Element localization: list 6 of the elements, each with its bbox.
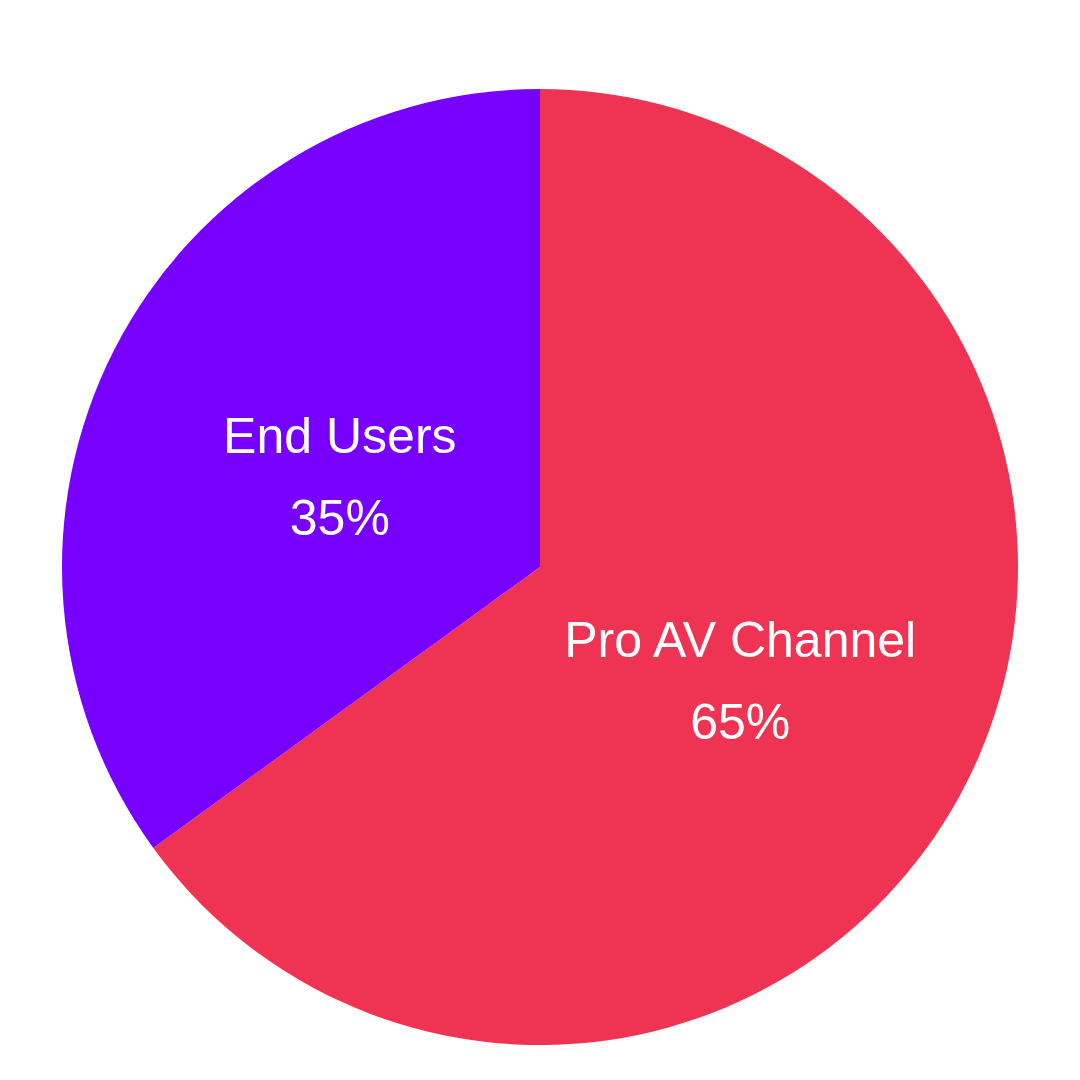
data-label: 65% [690,693,791,750]
pie-slice [62,89,540,848]
pie-slice [153,89,1018,1045]
data-label: 35% [289,490,390,547]
slice-label: Pro AV Channel [564,611,917,668]
slice-label: End Users [223,408,457,465]
